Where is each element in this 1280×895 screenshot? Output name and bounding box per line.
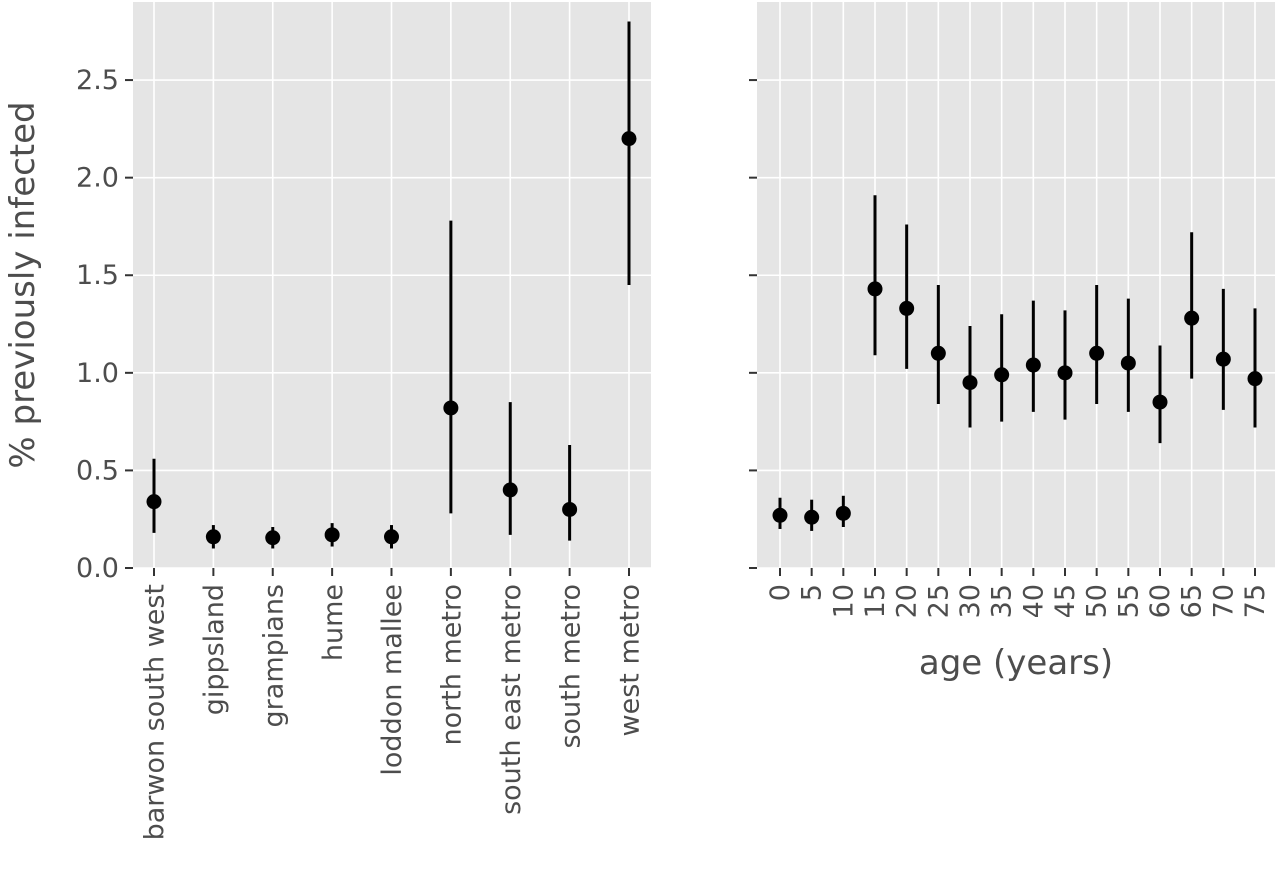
data-point <box>324 527 340 543</box>
y-tick-label: 1.0 <box>76 358 119 389</box>
data-point <box>867 281 883 297</box>
data-point <box>994 367 1010 383</box>
x-tick-label-age: 55 <box>1113 584 1144 618</box>
data-point <box>1089 345 1105 361</box>
x-tick-label-region: north metro <box>437 584 468 746</box>
right-panel-axes: 0 5 10 15 20 25 30 35 40 45 50 55 60 65 70 75 <box>749 79 1271 618</box>
data-point <box>502 482 518 498</box>
data-point <box>621 131 637 147</box>
data-point <box>1025 357 1041 373</box>
x-tick-label-age: 70 <box>1208 584 1239 618</box>
left-panel-marks <box>146 21 637 549</box>
x-tick-label-region: west metro <box>615 584 646 736</box>
x-tick-label-age: 10 <box>828 584 859 618</box>
data-point <box>962 375 978 391</box>
x-tick-label-region: grampians <box>258 584 289 727</box>
data-point <box>562 501 578 517</box>
data-point <box>930 345 946 361</box>
x-tick-label-age: 30 <box>955 584 986 618</box>
right-panel-marks <box>772 195 1263 531</box>
data-point <box>1120 355 1136 371</box>
data-point <box>265 530 281 546</box>
x-tick-label-age: 20 <box>892 584 923 618</box>
x-axis-title-age: age (years) <box>919 643 1113 683</box>
x-tick-label-age: 15 <box>860 584 891 618</box>
data-point <box>1152 394 1168 410</box>
data-point <box>899 300 915 316</box>
x-tick-label-age: 25 <box>923 584 954 618</box>
x-tick-label-age: 50 <box>1082 584 1113 618</box>
data-point <box>1184 310 1200 326</box>
data-point <box>146 494 162 510</box>
y-tick-label: 2.0 <box>76 163 119 194</box>
right-panel-background <box>757 2 1275 568</box>
y-tick-label: 2.5 <box>76 65 119 96</box>
y-axis-title: % previously infected <box>3 101 43 468</box>
x-tick-label-age: 45 <box>1050 584 1081 618</box>
data-point <box>443 400 459 416</box>
x-tick-label-age: 0 <box>765 584 796 601</box>
left-panel-axes: 0.0 0.5 1.0 1.5 2.0 2.5 barwon south west gipps… <box>76 65 646 840</box>
x-tick-label-age: 75 <box>1240 584 1271 618</box>
data-point <box>1215 351 1231 367</box>
x-tick-label-age: 65 <box>1177 584 1208 618</box>
x-tick-label-age: 40 <box>1018 584 1049 618</box>
x-tick-label-age: 5 <box>797 584 828 601</box>
data-point <box>1247 371 1263 387</box>
data-point <box>1057 365 1073 381</box>
data-point <box>384 529 399 545</box>
x-tick-label-age: 60 <box>1145 584 1176 618</box>
x-tick-label-region: gippsland <box>199 584 230 715</box>
data-point <box>835 505 851 521</box>
data-point <box>205 529 221 545</box>
y-tick-label: 1.5 <box>76 260 119 291</box>
right-panel-gridlines <box>757 2 1275 569</box>
y-tick-label: 0.5 <box>76 455 119 486</box>
x-tick-label-age: 35 <box>987 584 1018 618</box>
x-tick-label-region: barwon south west <box>140 584 171 840</box>
x-tick-label-region: south metro <box>555 584 586 749</box>
data-point <box>804 509 820 525</box>
x-tick-label-region: loddon mallee <box>377 584 408 776</box>
x-tick-label-region: hume <box>318 584 349 661</box>
data-point <box>772 507 788 523</box>
x-tick-label-region: south east metro <box>496 584 527 815</box>
y-tick-label: 0.0 <box>76 553 119 584</box>
